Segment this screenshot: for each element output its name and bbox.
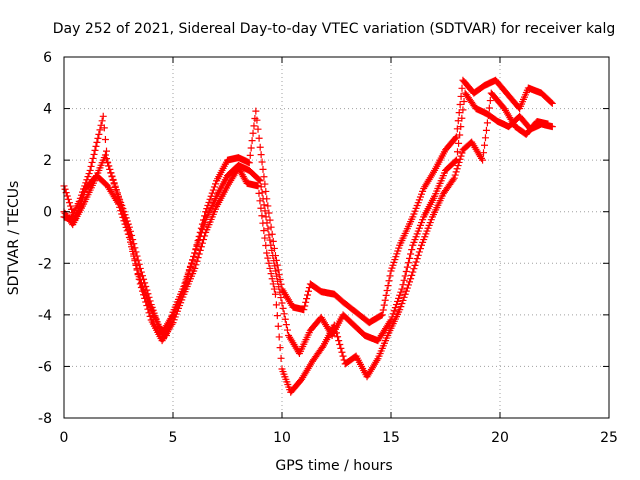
series-1	[60, 76, 556, 339]
y-tick-label: 4	[43, 102, 52, 118]
y-tick-label: -4	[38, 308, 52, 324]
y-axis-label: SDTVAR / TECUs	[6, 181, 22, 296]
y-tick-label: -8	[38, 411, 52, 427]
y-tick-label: 0	[43, 205, 52, 221]
y-tick-label: -2	[38, 256, 52, 272]
x-axis-label: GPS time / hours	[275, 458, 392, 474]
chart-title: Day 252 of 2021, Sidereal Day-to-day VTE…	[53, 21, 615, 37]
series-2	[60, 89, 556, 358]
axis-ticks: 0 5 10 15 20 25 -8 -6 -4 -2 0 2 4 6	[38, 50, 618, 446]
series-markers	[60, 89, 556, 358]
grid-lines	[64, 57, 609, 418]
series-markers	[60, 76, 556, 339]
data-markers	[60, 76, 556, 396]
x-tick-label: 15	[382, 430, 400, 446]
y-tick-label: -6	[38, 359, 52, 375]
y-tick-label: 6	[43, 50, 52, 66]
x-tick-label: 0	[60, 430, 69, 446]
x-tick-label: 25	[600, 430, 618, 446]
plot-frame	[63, 56, 610, 419]
x-tick-label: 10	[273, 430, 291, 446]
x-tick-label: 5	[169, 430, 178, 446]
y-tick-label: 2	[43, 153, 52, 169]
x-tick-label: 20	[491, 430, 509, 446]
